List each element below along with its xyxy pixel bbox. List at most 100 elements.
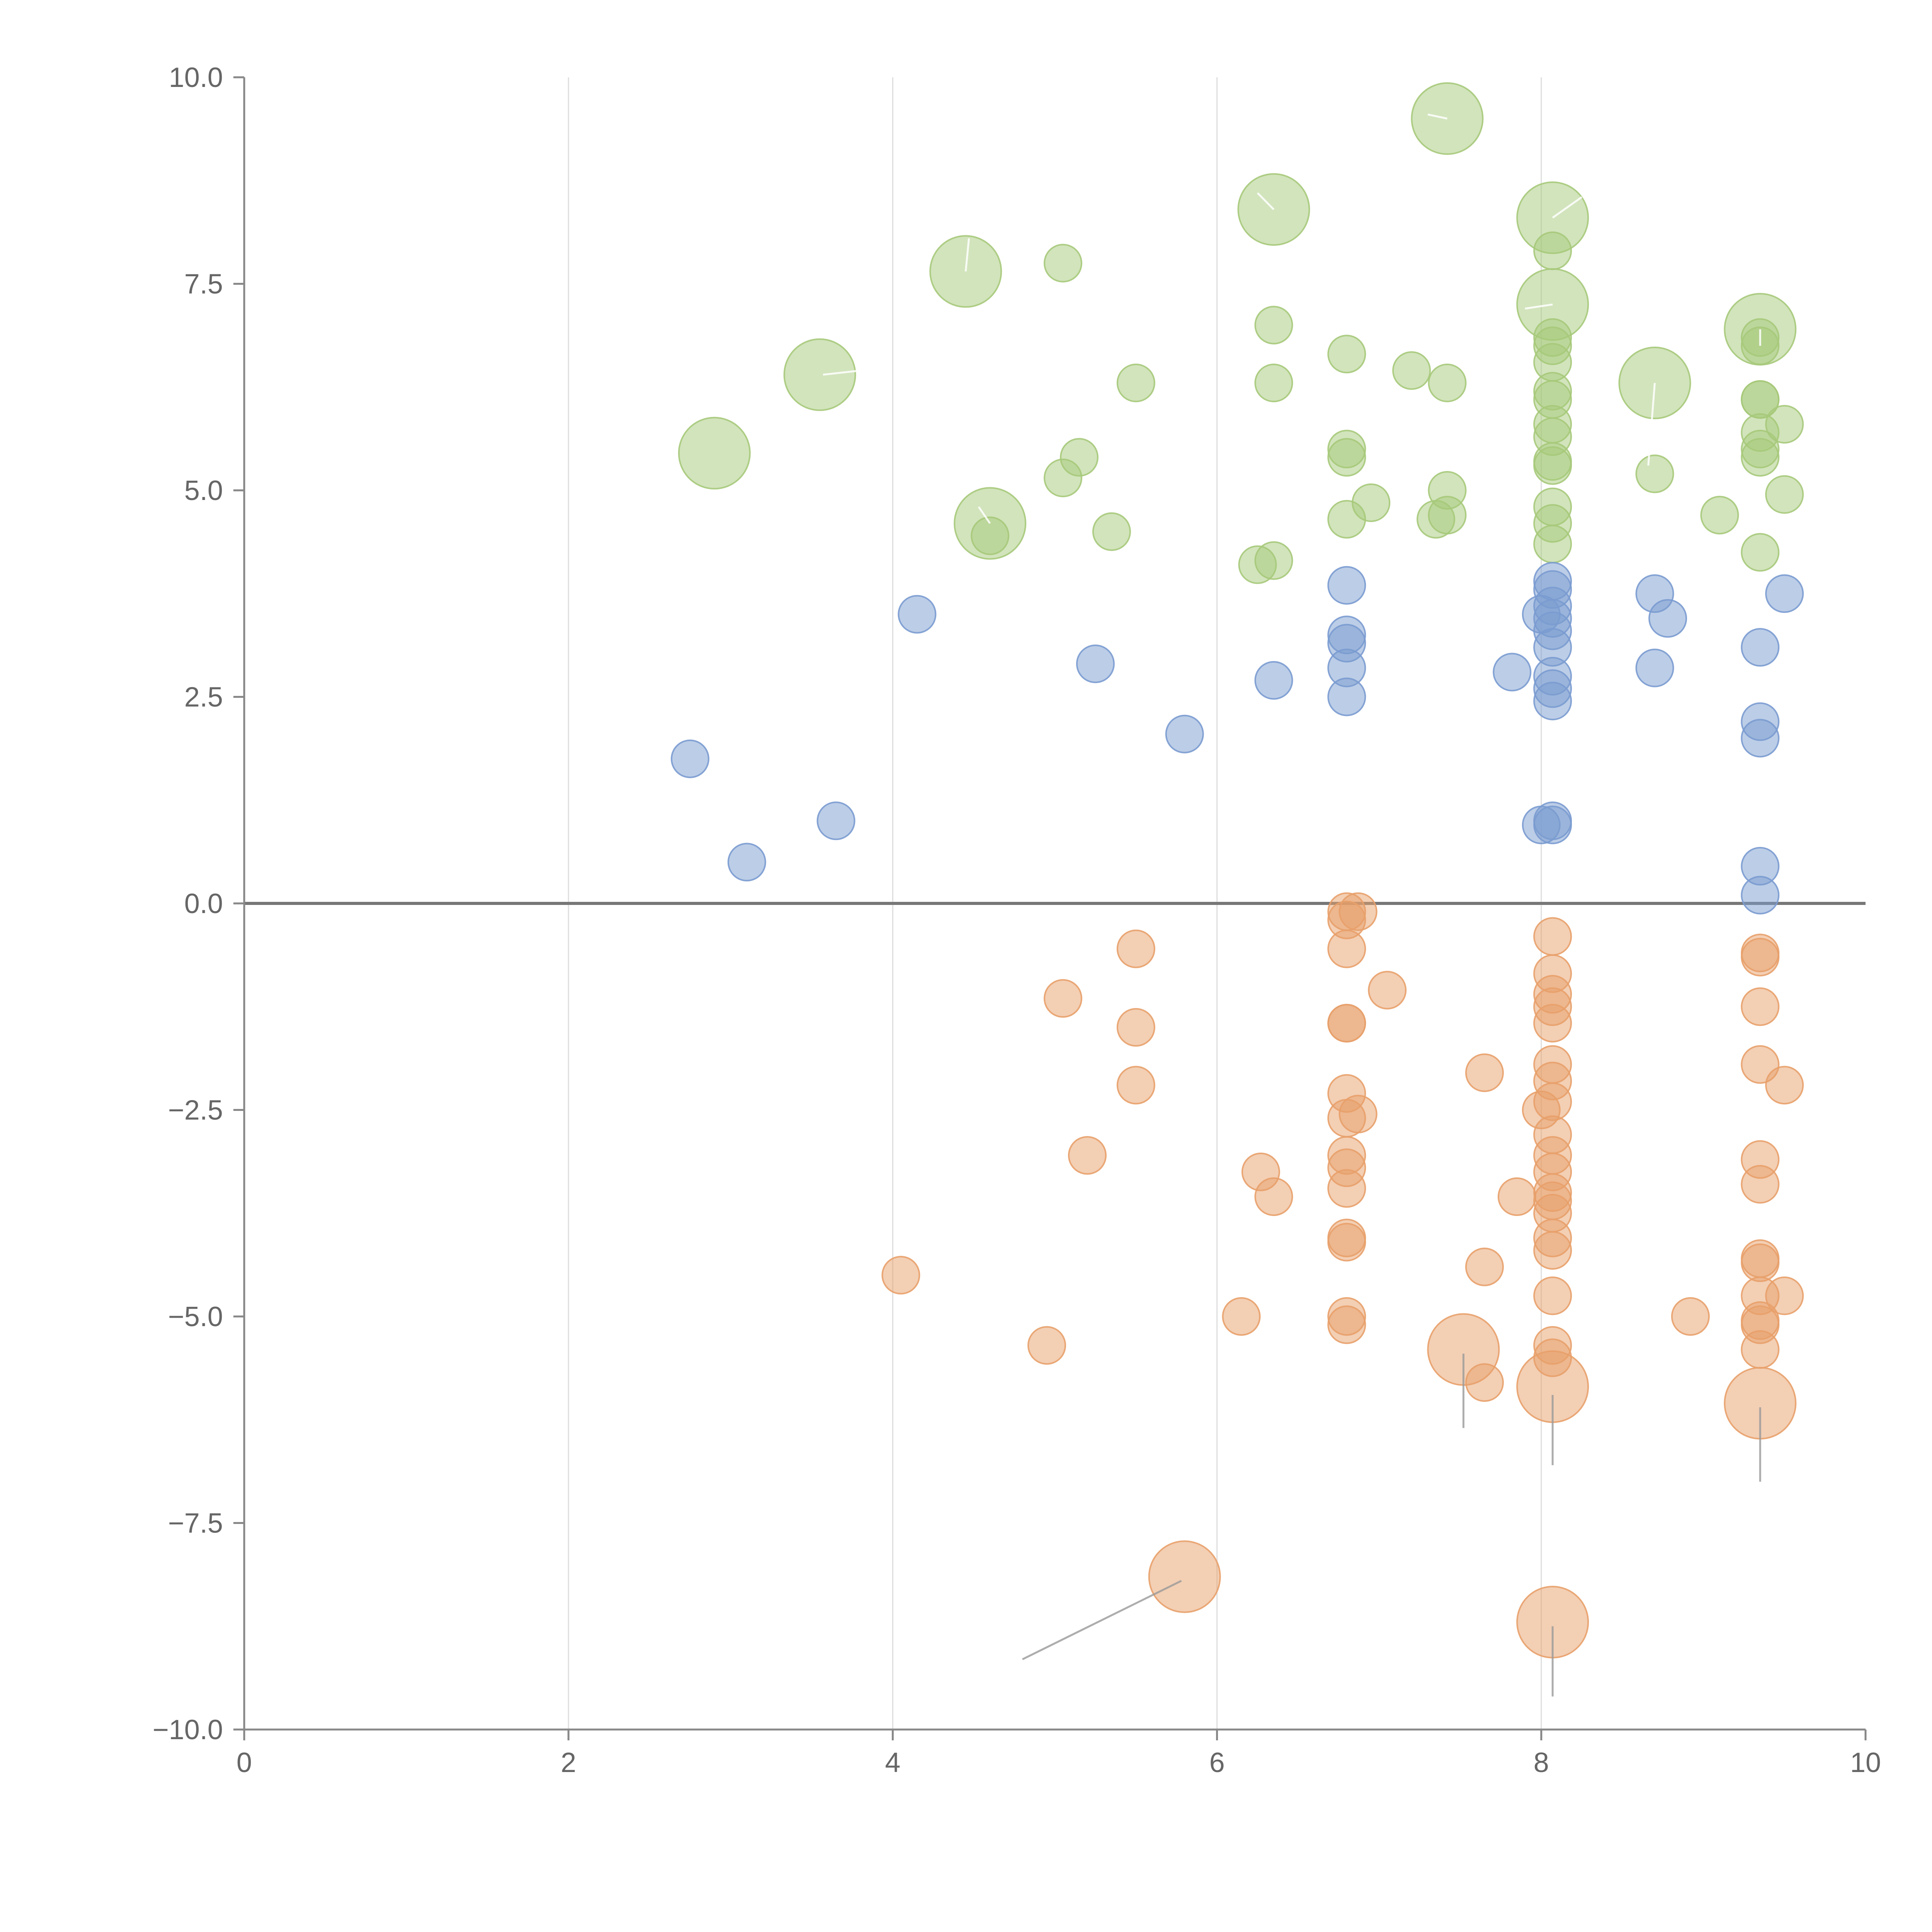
data-point: [1254, 1177, 1293, 1216]
data-point: [971, 516, 1010, 555]
data-point: [1533, 446, 1572, 485]
y-tick-label: −5.0: [168, 1301, 223, 1332]
data-point: [1327, 1223, 1366, 1262]
data-point: [1076, 644, 1115, 683]
data-point: [1092, 512, 1131, 551]
label-leader-line: [823, 369, 861, 376]
label-leader-line: [1647, 383, 1656, 466]
y-tick-label: 2.5: [184, 682, 223, 713]
y-tick-label: −2.5: [168, 1095, 223, 1126]
data-point: [1254, 364, 1293, 403]
data-point: [1741, 1330, 1780, 1369]
data-point: [1533, 524, 1572, 563]
data-point: [1533, 1082, 1572, 1121]
data-point: [816, 801, 855, 840]
series-orange: [881, 892, 1804, 1659]
data-point: [1338, 892, 1378, 931]
y-tick-label: −7.5: [168, 1508, 223, 1539]
data-point: [1533, 917, 1572, 956]
y-tick-label: 5.0: [184, 475, 223, 506]
data-point: [1428, 496, 1467, 535]
data-point: [1533, 1276, 1572, 1315]
data-point: [1741, 719, 1780, 758]
y-ticks: −10.0 −7.5 −5.0 −2.5 0.0 2.5 5.0 7.5 10.0: [153, 62, 244, 1745]
data-point: [1027, 1326, 1066, 1365]
label-leader-line: [1427, 113, 1447, 120]
y-tick-label: 10.0: [169, 62, 223, 93]
data-point: [1327, 566, 1366, 605]
data-point: [1254, 306, 1293, 345]
data-point: [1327, 677, 1366, 716]
data-point: [1165, 714, 1204, 753]
data-point: [1533, 1004, 1572, 1043]
data-point: [1741, 1243, 1780, 1282]
data-point: [1741, 987, 1780, 1026]
data-point: [1116, 1008, 1155, 1047]
data-point: [1765, 574, 1804, 613]
data-point: [1116, 1066, 1155, 1105]
data-point: [1148, 1540, 1221, 1613]
data-point: [1648, 599, 1687, 638]
data-point: [1741, 533, 1780, 572]
label-leader-line: [978, 506, 991, 524]
data-point: [1765, 475, 1804, 514]
data-point: [1392, 351, 1431, 390]
label-leader-line: [1022, 1580, 1182, 1660]
data-point: [1327, 335, 1366, 374]
data-point: [1533, 805, 1572, 844]
data-point: [1352, 483, 1391, 522]
points-layer: [670, 82, 1804, 1659]
data-point: [1254, 541, 1293, 580]
label-leader-line: [964, 238, 970, 272]
x-tick-label: 10: [1850, 1747, 1881, 1778]
x-tick-label: 4: [885, 1747, 900, 1778]
data-point: [1765, 1276, 1804, 1315]
y-tick-label: 0.0: [184, 888, 223, 919]
label-leader-line: [1552, 196, 1583, 219]
data-point: [1327, 1305, 1366, 1344]
data-point: [1465, 1363, 1504, 1402]
data-point: [1368, 971, 1407, 1010]
data-point: [783, 338, 856, 411]
data-point: [1741, 937, 1780, 976]
label-line-layer: [823, 113, 1761, 1697]
data-point: [1497, 1177, 1536, 1216]
data-point: [1700, 496, 1739, 535]
data-point: [1493, 653, 1532, 692]
x-tick-label: 0: [236, 1747, 252, 1778]
data-point: [898, 595, 937, 634]
data-point: [1338, 1095, 1378, 1134]
data-point: [727, 843, 766, 882]
x-ticks: 0 2 4 6 8 10: [236, 1730, 1881, 1778]
data-point: [1465, 1053, 1504, 1092]
data-point: [1327, 1169, 1366, 1208]
data-point: [1043, 244, 1082, 283]
data-point: [1465, 1247, 1504, 1286]
data-point: [1327, 438, 1366, 477]
y-tick-label: −10.0: [153, 1714, 223, 1745]
data-point: [1671, 1297, 1710, 1336]
data-point: [1533, 1231, 1572, 1270]
data-point: [1765, 1066, 1804, 1105]
data-point: [1741, 876, 1780, 915]
data-point: [1741, 438, 1780, 477]
data-point: [1116, 929, 1155, 968]
x-tick-label: 2: [561, 1747, 576, 1778]
data-point: [1327, 1004, 1366, 1043]
data-point: [1116, 364, 1155, 403]
label-leader-line: [1257, 192, 1275, 210]
data-point: [1635, 648, 1674, 687]
data-point: [670, 739, 709, 778]
data-point: [1533, 682, 1572, 721]
x-tick-label: 6: [1209, 1747, 1225, 1778]
data-point: [1428, 364, 1467, 403]
x-tick-label: 8: [1534, 1747, 1549, 1778]
data-point: [1068, 1136, 1107, 1175]
data-point: [1043, 979, 1082, 1018]
series-green: [678, 82, 1804, 584]
series-blue: [670, 562, 1804, 915]
data-point: [1060, 438, 1099, 477]
data-point: [1533, 231, 1572, 270]
data-point: [1254, 661, 1293, 700]
data-point: [1741, 628, 1780, 667]
